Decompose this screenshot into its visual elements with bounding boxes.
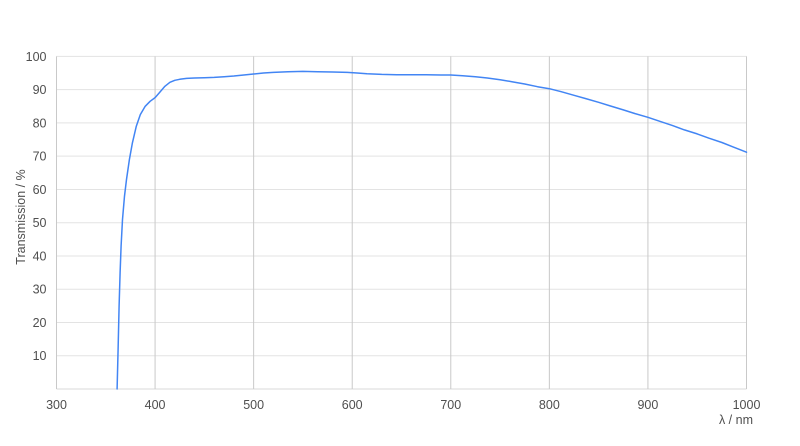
y-tick-label: 100	[26, 50, 47, 64]
y-tick-label: 40	[33, 249, 47, 263]
x-tick-label: 500	[243, 398, 264, 412]
x-tick-label: 600	[342, 398, 363, 412]
y-tick-label: 60	[33, 183, 47, 197]
y-tick-label: 20	[33, 316, 47, 330]
x-tick-label: 700	[440, 398, 461, 412]
y-tick-label: 30	[33, 283, 47, 297]
y-tick-label: 70	[33, 150, 47, 164]
x-tick-label: 1000	[733, 398, 761, 412]
x-tick-label: 800	[539, 398, 560, 412]
y-tick-label: 80	[33, 116, 47, 130]
x-tick-label: 400	[145, 398, 166, 412]
transmission-curve	[116, 70, 748, 390]
y-tick-label: 10	[33, 349, 47, 363]
x-axis-title: λ / nm	[718, 413, 753, 427]
y-axis-title: Transmission / %	[14, 169, 28, 265]
y-tick-label: 50	[33, 216, 47, 230]
x-tick-label: 300	[46, 398, 67, 412]
y-tick-label: 90	[33, 83, 47, 97]
x-tick-label: 900	[637, 398, 658, 412]
